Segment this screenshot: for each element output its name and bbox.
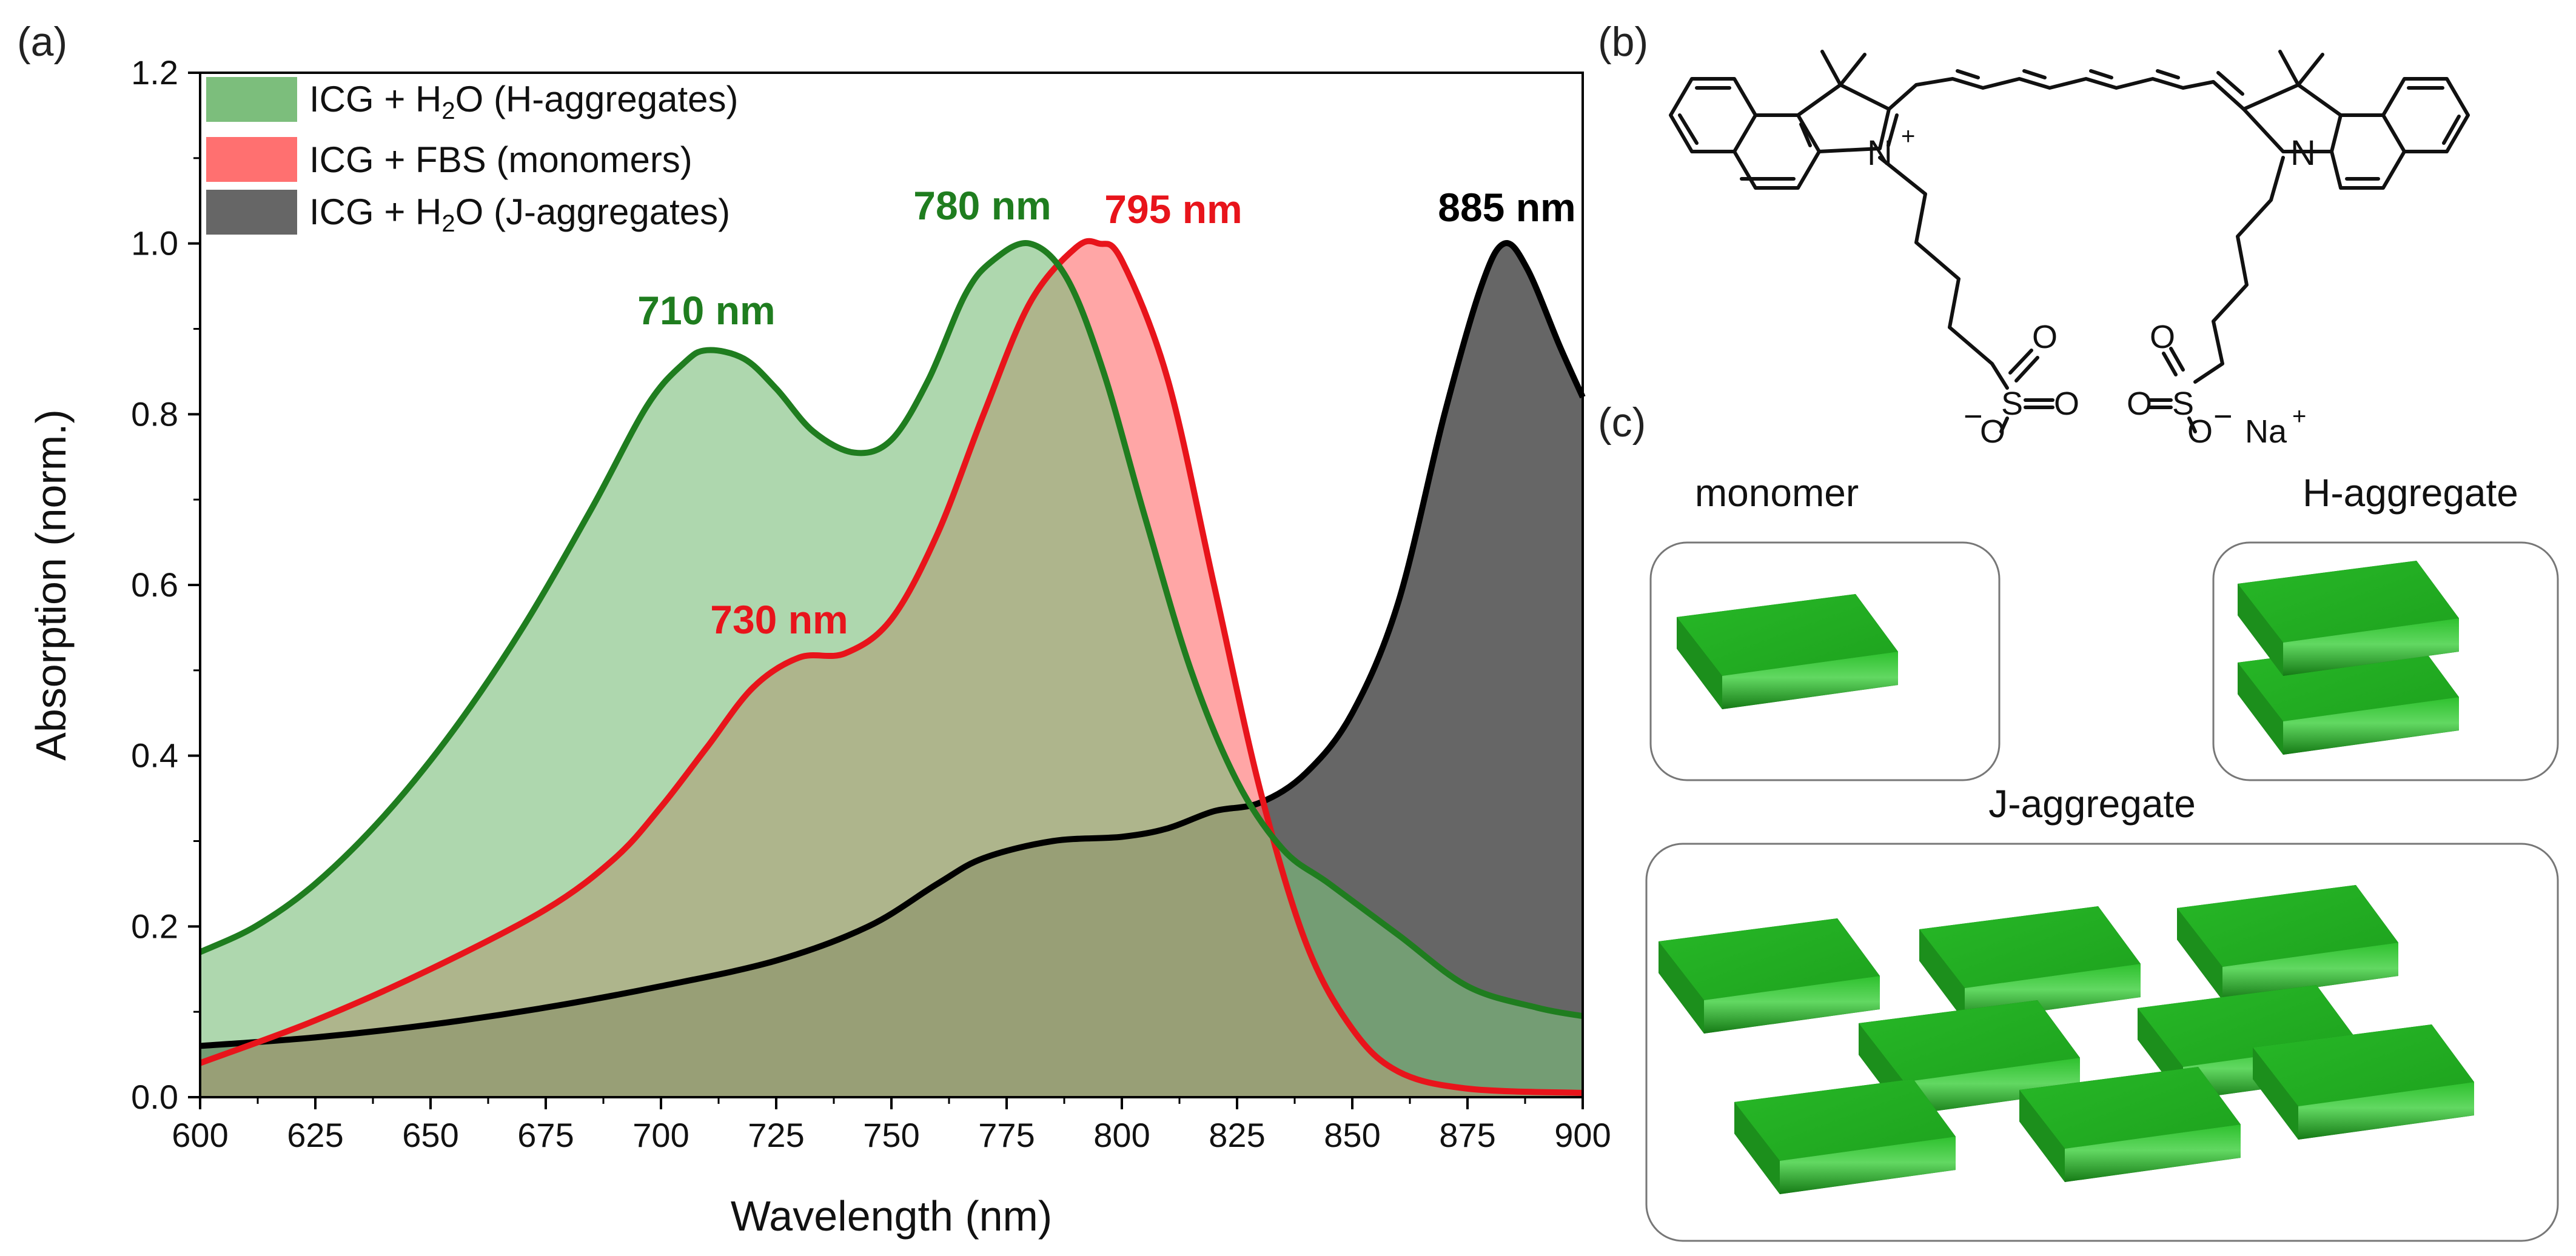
annotation-780nm: 780 nm — [913, 183, 1051, 228]
icg-structure — [1669, 50, 2470, 433]
y-tick-label: 0.4 — [131, 737, 178, 775]
left-so3-bonds — [1999, 349, 2054, 433]
y-tick-label: 0.6 — [131, 566, 178, 604]
x-tick-label: 850 — [1324, 1116, 1380, 1154]
left-gem-dimethyl — [1820, 50, 1867, 87]
legend-entry-j-rest: O (J-aggregates) — [455, 192, 731, 232]
j-aggregate-box — [1645, 843, 2559, 1242]
line-icg-h2o-h-aggregates — [198, 239, 1583, 1020]
legend-entry-j-aggregates: ICG + H2O (J-aggregates) — [309, 192, 730, 237]
right-o-bottom: O — [2187, 413, 2213, 450]
axis-layer: 600 625 650 675 700 725 750 775 800 825 850 875 900 0… — [131, 53, 1611, 1154]
right-s-atom: S — [2172, 386, 2194, 422]
y-tick-label: 0.0 — [131, 1078, 178, 1116]
legend: ICG + H2O (H-aggregates) ICG + FBS (mono… — [206, 77, 739, 237]
left-o-right: O — [2054, 386, 2079, 422]
right-naphthalene-ring-a — [2330, 113, 2406, 190]
right-indole-ring — [2242, 83, 2343, 153]
legend-entry-j-main: ICG + H — [309, 192, 441, 232]
y-axis-label: Absorption (norm.) — [27, 409, 75, 761]
monomer-label: monomer — [1695, 471, 1859, 515]
slab-layer — [1659, 561, 2474, 1194]
structure-labels: N + N S O O − O S O O O − Na + — [1867, 123, 2316, 450]
right-sulfonate-chain — [2193, 156, 2285, 384]
area-icg-h2o-h-aggregates — [200, 242, 1583, 1098]
right-o-top: O — [2150, 319, 2175, 355]
panel-label-c: (c) — [1598, 399, 1646, 446]
j-aggregate-slab — [2019, 1067, 2241, 1182]
atom-n-plus: N — [1867, 133, 1893, 173]
x-tick-label: 625 — [287, 1116, 343, 1154]
x-axis-label: Wavelength (nm) — [731, 1192, 1052, 1240]
legend-swatch-monomers — [206, 137, 297, 182]
sodium-charge: + — [2292, 403, 2306, 430]
left-o-minus-sign: − — [1964, 398, 1983, 435]
y-tick-label: 0.2 — [131, 907, 178, 945]
legend-swatch-j-aggregates — [206, 190, 297, 235]
left-aromatic-double-bonds — [1678, 86, 1812, 181]
x-tick-label: 875 — [1439, 1116, 1495, 1154]
polymethine-chain — [1887, 77, 2246, 111]
x-tick-label: 800 — [1093, 1116, 1150, 1154]
left-o-top: O — [2032, 319, 2058, 355]
monomer-slab — [1677, 594, 1898, 709]
right-o-left: O — [2127, 386, 2152, 422]
x-tick-label: 775 — [978, 1116, 1035, 1154]
legend-entry-h-rest: O (H-aggregates) — [455, 79, 739, 119]
j-aggregate-slab — [1919, 906, 2141, 1021]
line-icg-h2o-j-aggregates — [200, 240, 1586, 1049]
panel-label-a: (a) — [17, 19, 67, 65]
legend-swatch-h-aggregates — [206, 77, 297, 122]
absorption-chart: 600 625 650 675 700 725 750 775 800 825 850 875 900 0… — [27, 53, 1611, 1240]
x-tick-label: 900 — [1554, 1116, 1611, 1154]
y-tick-label: 1.2 — [131, 53, 178, 92]
h-aggregate-slab-upper — [2238, 561, 2459, 676]
left-o-bottom: O — [1980, 413, 2005, 450]
annotation-710nm: 710 nm — [637, 288, 775, 333]
x-tick-label: 825 — [1209, 1116, 1265, 1154]
left-s-atom: S — [2001, 386, 2023, 422]
chain-double-bonds — [1956, 69, 2244, 96]
annotation-795nm: 795 nm — [1104, 187, 1242, 232]
legend-entry-h-aggregates: ICG + H2O (H-aggregates) — [309, 79, 739, 124]
j-aggregate-slab — [1659, 918, 1880, 1034]
y-tick-label: 1.0 — [131, 224, 178, 262]
atom-n-right: N — [2290, 133, 2316, 173]
right-aromatic-double-bonds — [2345, 86, 2461, 181]
series-layer — [198, 238, 1586, 1098]
right-o-minus-sign: − — [2213, 398, 2233, 435]
x-tick-label: 650 — [402, 1116, 458, 1154]
right-gem-dimethyl — [2278, 50, 2324, 87]
h-aggregate-label: H-aggregate — [2303, 471, 2518, 515]
x-tick-label: 725 — [748, 1116, 804, 1154]
j-aggregate-label: J-aggregate — [1988, 782, 2196, 826]
panel-label-b: (b) — [1598, 19, 1648, 65]
x-tick-label: 700 — [632, 1116, 689, 1154]
h-aggregate-box — [2212, 541, 2559, 781]
line-icg-fbs-monomers — [199, 238, 1583, 1096]
left-cn-double-bond — [1887, 113, 1899, 147]
j-aggregate-slab — [2253, 1024, 2474, 1140]
legend-entry-h-sub: 2 — [441, 98, 455, 124]
annotation-885nm: 885 nm — [1438, 185, 1575, 230]
legend-entry-j-sub: 2 — [441, 210, 455, 237]
monomer-box — [1649, 541, 2001, 781]
x-tick-label: 675 — [517, 1116, 574, 1154]
legend-entry-h-main: ICG + H — [309, 79, 441, 119]
x-tick-label: 750 — [863, 1116, 919, 1154]
y-tick-label: 0.8 — [131, 395, 178, 433]
right-naphthalene-ring-b — [2381, 77, 2470, 153]
sodium-counterion: Na — [2245, 413, 2287, 450]
left-naphthalene-ring-b — [1732, 113, 1821, 190]
atom-n-plus-charge: + — [1901, 123, 1915, 150]
annotation-730nm: 730 nm — [710, 597, 848, 642]
j-aggregate-slab — [1734, 1079, 1956, 1194]
left-sulfonate-chain — [1878, 156, 2009, 390]
right-so3-bonds — [2148, 347, 2197, 433]
legend-entry-monomers: ICG + FBS (monomers) — [309, 139, 693, 180]
j-aggregate-slab — [2177, 885, 2398, 1000]
x-tick-label: 600 — [172, 1116, 228, 1154]
